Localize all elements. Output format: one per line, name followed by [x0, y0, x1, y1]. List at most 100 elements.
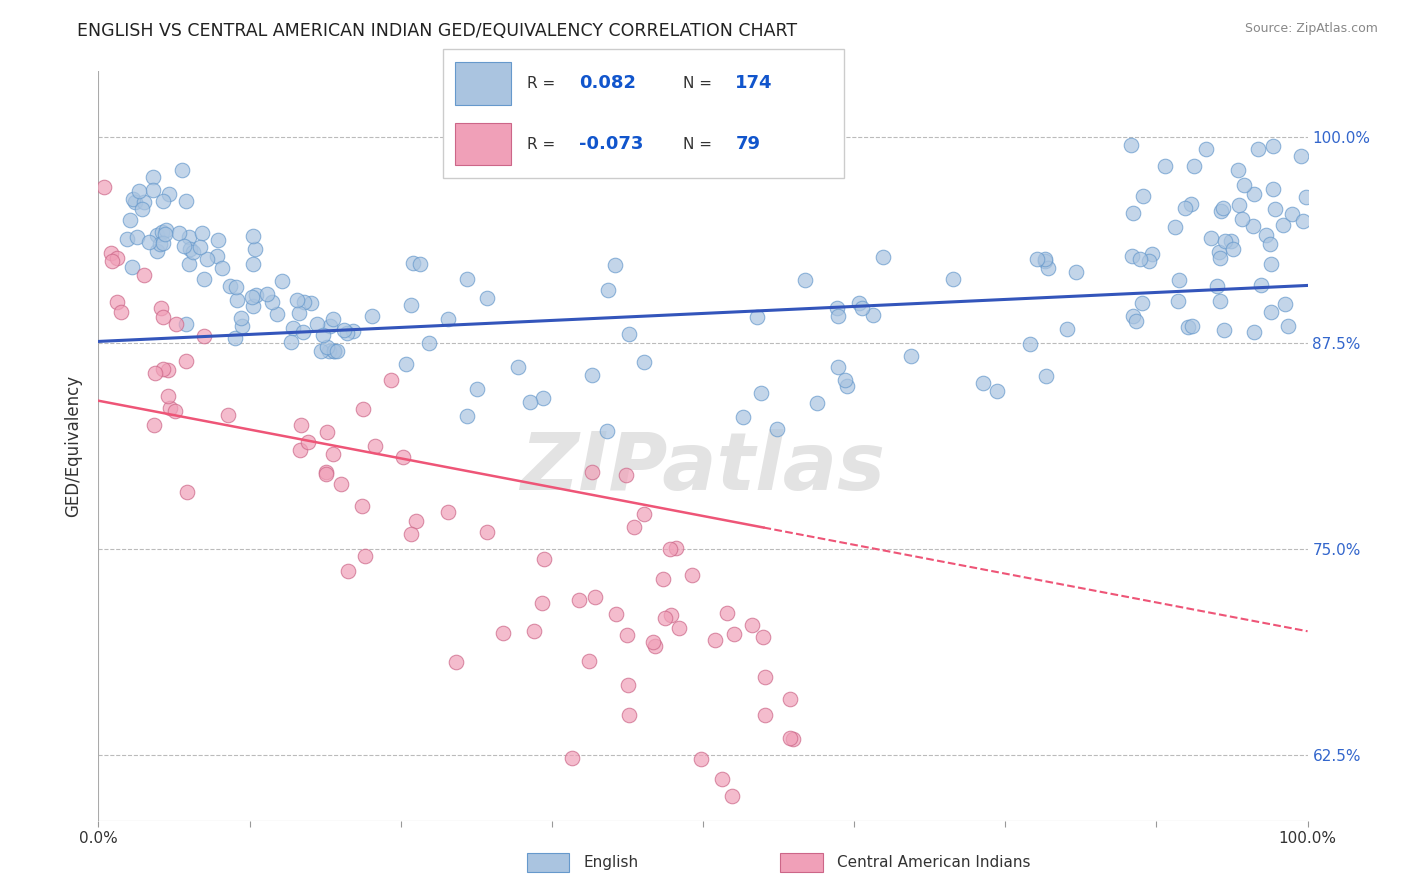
- Point: [322, 447, 344, 461]
- Text: N =: N =: [683, 136, 717, 152]
- Point: [353, 549, 375, 564]
- Point: [659, 608, 682, 623]
- Point: [1180, 318, 1202, 333]
- Point: [152, 194, 174, 208]
- Point: [105, 294, 128, 309]
- Point: [754, 707, 776, 722]
- Point: [245, 288, 267, 302]
- Point: [721, 789, 744, 803]
- Point: [143, 366, 166, 380]
- Point: [972, 376, 994, 390]
- Point: [1212, 201, 1234, 215]
- Point: [1250, 278, 1272, 293]
- Point: [986, 384, 1008, 398]
- Point: [1226, 162, 1249, 177]
- Point: [900, 349, 922, 363]
- Point: [159, 401, 181, 416]
- Point: [617, 708, 640, 723]
- Point: [644, 640, 666, 654]
- Point: [1241, 219, 1264, 234]
- Point: [195, 252, 218, 266]
- Point: [309, 344, 332, 359]
- Point: [723, 627, 745, 641]
- Point: [156, 389, 179, 403]
- Point: [173, 239, 195, 253]
- Point: [1220, 234, 1243, 248]
- Point: [193, 329, 215, 343]
- Point: [364, 439, 387, 453]
- Point: [100, 245, 122, 260]
- Point: [475, 292, 498, 306]
- Point: [793, 273, 815, 287]
- Point: [1119, 137, 1142, 152]
- Point: [290, 442, 312, 457]
- Point: [115, 232, 138, 246]
- Point: [318, 344, 340, 359]
- Point: [1129, 252, 1152, 266]
- Point: [834, 373, 856, 387]
- Point: [142, 170, 165, 185]
- Point: [782, 732, 804, 747]
- Point: [643, 635, 665, 649]
- Point: [318, 318, 340, 333]
- Point: [121, 193, 143, 207]
- Text: ZIPatlas: ZIPatlas: [520, 429, 886, 508]
- Point: [710, 772, 733, 787]
- Point: [619, 327, 641, 342]
- Point: [1125, 314, 1147, 328]
- Point: [405, 515, 427, 529]
- Point: [165, 317, 187, 331]
- Point: [156, 363, 179, 377]
- Point: [297, 434, 319, 449]
- Point: [157, 187, 180, 202]
- Point: [167, 226, 190, 240]
- Point: [652, 572, 675, 586]
- Point: [779, 731, 801, 745]
- Point: [530, 596, 553, 610]
- Point: [703, 633, 725, 648]
- Point: [1277, 318, 1299, 333]
- Point: [315, 467, 337, 482]
- Point: [1199, 230, 1222, 244]
- Point: [287, 306, 309, 320]
- Point: [1180, 197, 1202, 211]
- Point: [1122, 309, 1144, 323]
- Point: [1243, 186, 1265, 201]
- Point: [110, 305, 132, 319]
- Point: [1140, 247, 1163, 261]
- Point: [145, 244, 167, 259]
- Point: [581, 368, 603, 382]
- Point: [851, 301, 873, 315]
- Point: [754, 670, 776, 684]
- Point: [779, 691, 801, 706]
- Point: [1254, 228, 1277, 243]
- Point: [1247, 142, 1270, 156]
- Point: [437, 312, 460, 326]
- Point: [193, 271, 215, 285]
- Point: [456, 409, 478, 423]
- Point: [1230, 212, 1253, 227]
- Point: [1260, 305, 1282, 319]
- Point: [605, 607, 627, 622]
- Point: [409, 257, 432, 271]
- Text: 79: 79: [735, 135, 761, 153]
- Point: [1260, 258, 1282, 272]
- Text: ENGLISH VS CENTRAL AMERICAN INDIAN GED/EQUIVALENCY CORRELATION CHART: ENGLISH VS CENTRAL AMERICAN INDIAN GED/E…: [77, 22, 797, 40]
- Point: [337, 564, 360, 578]
- Text: Source: ZipAtlas.com: Source: ZipAtlas.com: [1244, 22, 1378, 36]
- Point: [292, 295, 315, 310]
- Point: [121, 260, 143, 274]
- Point: [616, 677, 638, 691]
- Point: [456, 272, 478, 286]
- Point: [217, 408, 239, 422]
- Point: [581, 465, 603, 479]
- Point: [170, 163, 193, 178]
- Point: [174, 194, 197, 208]
- Point: [134, 268, 156, 283]
- Point: [152, 361, 174, 376]
- Point: [603, 259, 626, 273]
- Point: [315, 466, 337, 480]
- Point: [633, 507, 655, 521]
- Point: [120, 212, 142, 227]
- Point: [1289, 149, 1312, 163]
